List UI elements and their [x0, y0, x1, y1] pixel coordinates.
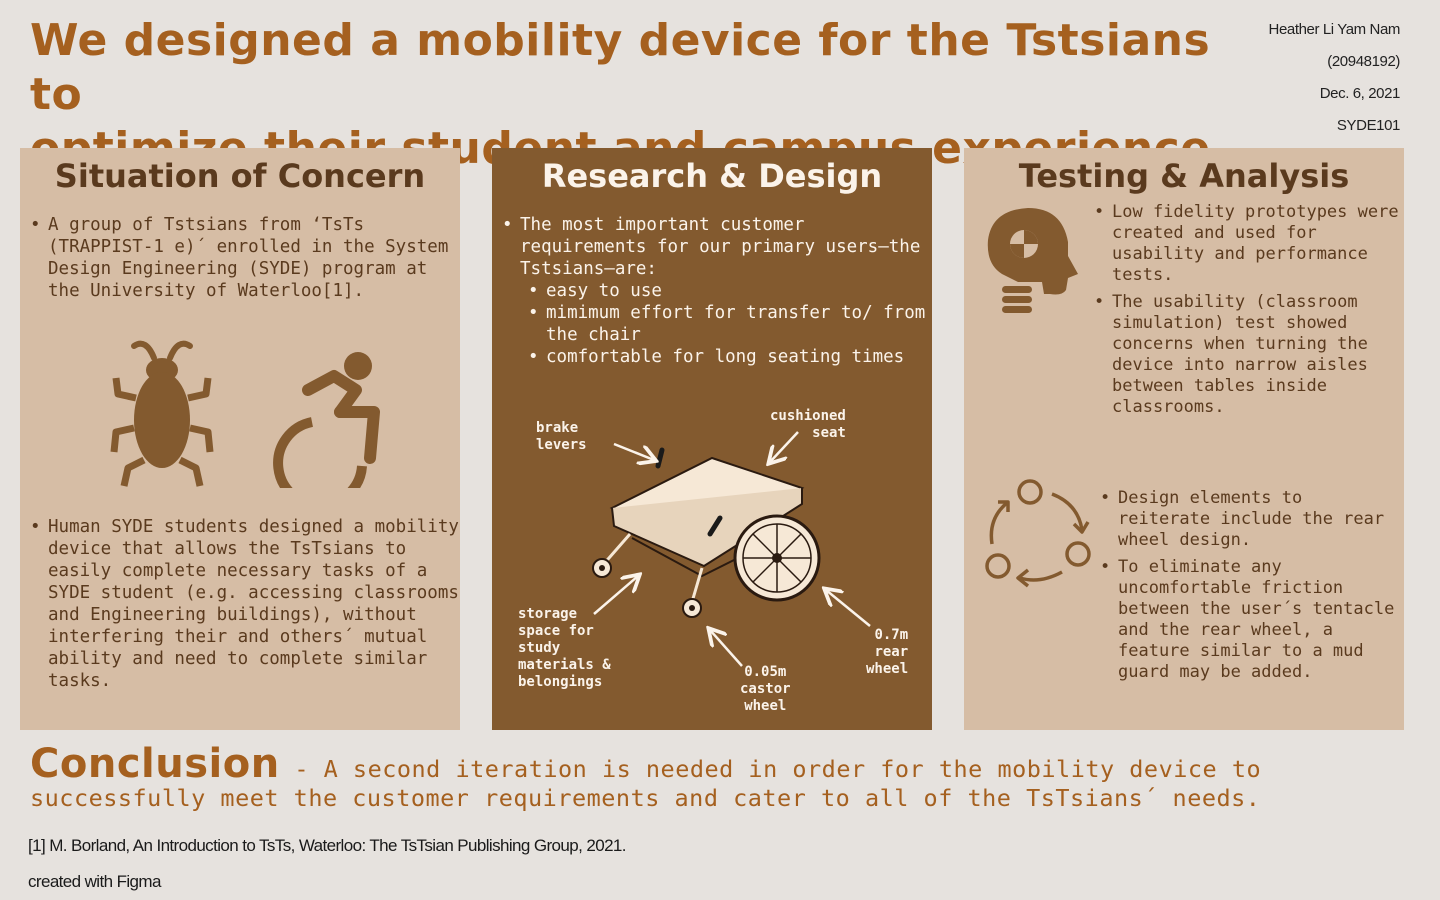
testing-bullet: To eliminate any uncomfortable friction …	[1100, 557, 1400, 683]
requirement-item: mimimum effort for transfer to/ from the…	[528, 302, 932, 346]
conclusion-section: Conclusion - A second iteration is neede…	[30, 744, 1410, 813]
situation-bullet-1: A group of Tstsians from ‘TsTs (TRAPPIST…	[30, 214, 455, 302]
situation-list-2: Human SYDE students designed a mobility …	[30, 516, 460, 692]
testing-list-1: Low fidelity prototypes were created and…	[1094, 202, 1399, 424]
situation-heading: Situation of Concern	[54, 157, 426, 195]
annotation-arrows	[593, 431, 871, 667]
research-heading: Research & Design	[541, 157, 883, 195]
research-panel: Research & Design The most important cus…	[492, 148, 932, 730]
cycle-icon	[985, 479, 1091, 588]
requirement-item: easy to use	[528, 280, 932, 302]
author-id: (20948192)	[1327, 53, 1400, 70]
testing-bullet: Low fidelity prototypes were created and…	[1094, 202, 1399, 286]
situation-icons	[110, 340, 380, 488]
testing-panel: Testing & Analysis Low fidelity prototyp…	[964, 148, 1404, 730]
situation-list-1: A group of Tstsians from ‘TsTs (TRAPPIST…	[30, 214, 455, 302]
wheelchair-icon	[273, 352, 380, 488]
cushioned-seat-label: cushioned seat	[770, 408, 846, 441]
storage-label: storage space for study materials & belo…	[518, 606, 611, 690]
conclusion-heading: Conclusion	[30, 741, 280, 787]
situation-panel: Situation of Concern A group of Tstsians…	[20, 148, 460, 730]
created-with-figma: created with Figma	[28, 872, 161, 891]
research-list: The most important customer requirements…	[502, 214, 932, 368]
reference-citation: [1] M. Borland, An Introduction to TsTs,…	[28, 836, 627, 855]
title-line-1: We designed a mobility device for the Ts…	[30, 15, 1211, 120]
author-course: SYDE101	[1336, 117, 1400, 134]
conclusion-text: - A second iteration is needed in order …	[30, 755, 1262, 812]
author-date: Dec. 6, 2021	[1319, 85, 1401, 102]
mobility-device-sketch	[592, 447, 821, 618]
research-intro: The most important customer requirements…	[502, 214, 932, 368]
brake-levers-label: brake levers	[536, 420, 587, 453]
requirement-item: comfortable for long seating times	[528, 346, 932, 368]
rear-wheel-label: 0.7m rear wheel	[866, 627, 909, 677]
testing-heading: Testing & Analysis	[1018, 157, 1350, 195]
castor-wheel-label: 0.05m castor wheel	[740, 664, 791, 714]
situation-bullet-2: Human SYDE students designed a mobility …	[30, 516, 460, 692]
testing-list-2: Design elements to reiterate include the…	[1100, 488, 1400, 689]
head-icon	[987, 208, 1078, 313]
bug-icon	[110, 340, 214, 487]
author-name: Heather Li Yam Nam	[1268, 21, 1401, 38]
research-intro-text: The most important customer requirements…	[520, 215, 921, 279]
testing-bullet: The usability (classroom simulation) tes…	[1094, 292, 1399, 418]
author-info: Heather Li Yam Nam (20948192) Dec. 6, 20…	[1268, 14, 1401, 142]
testing-bullet: Design elements to reiterate include the…	[1100, 488, 1400, 551]
requirements-list: easy to use mimimum effort for transfer …	[528, 280, 932, 368]
